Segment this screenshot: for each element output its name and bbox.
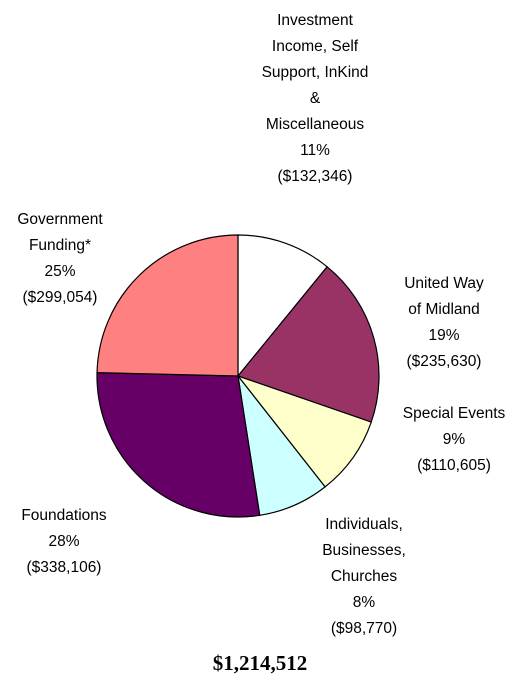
- slice-label-line: 9%: [443, 431, 466, 448]
- slice-label-line: 28%: [48, 533, 79, 550]
- pie-slice-government-funding: [96, 234, 239, 377]
- pie-slices: [96, 234, 380, 518]
- slice-label-line: Churches: [331, 568, 398, 585]
- total-amount: $1,214,512: [213, 651, 308, 675]
- slice-label: Government Funding* 25% ($299,054): [17, 211, 103, 306]
- slice-label: Special Events 9% ($110,605): [403, 405, 506, 474]
- slice-label-line: ($235,630): [407, 353, 482, 370]
- slice-label-line: 19%: [428, 327, 459, 344]
- slice-labels: Investment Income, Self Support, InKind & Mi…: [17, 12, 505, 637]
- slice-label-line: Income, Self: [272, 38, 359, 55]
- slice-label-line: Foundations: [21, 507, 107, 524]
- slice-label-line: 11%: [300, 142, 330, 159]
- slice-label-line: Miscellaneous: [266, 116, 364, 133]
- pie-slice-investment-income-self-support-inkind-miscellaneous: [237, 234, 329, 378]
- slice-label-line: Special Events: [403, 405, 506, 422]
- slice-label-line: Funding*: [29, 237, 91, 254]
- slice-label-line: 8%: [353, 594, 376, 611]
- slice-label-line: Individuals,: [325, 516, 403, 533]
- slice-label-line: ($338,106): [27, 559, 102, 576]
- pie-slice-special-events: [236, 374, 373, 488]
- pie-slice-united-way-of-midland: [236, 265, 380, 423]
- slice-label-line: 25%: [44, 263, 75, 280]
- slice-label-line: Government: [17, 211, 103, 228]
- slice-label-line: Support, InKind: [262, 64, 369, 81]
- slice-label-line: Investment: [277, 12, 354, 29]
- slice-label: United Way of Midland 19% ($235,630): [404, 275, 484, 370]
- slice-label: Individuals, Businesses, Churches 8% ($98,77…: [322, 516, 406, 637]
- slice-label-line: &: [310, 90, 321, 107]
- slice-label-line: United Way: [404, 275, 484, 292]
- slice-label-line: ($299,054): [23, 289, 98, 306]
- slice-label-line: ($132,346): [278, 168, 353, 185]
- slice-label: Foundations 28% ($338,106): [21, 507, 107, 576]
- pie-slice-foundations: [96, 372, 261, 518]
- slice-label-line: ($110,605): [417, 457, 491, 474]
- slice-label-line: of Midland: [408, 301, 480, 318]
- slice-label-line: Businesses,: [322, 542, 406, 559]
- slice-label-line: ($98,770): [331, 620, 397, 637]
- slice-label: Investment Income, Self Support, InKind & Mi…: [262, 12, 369, 185]
